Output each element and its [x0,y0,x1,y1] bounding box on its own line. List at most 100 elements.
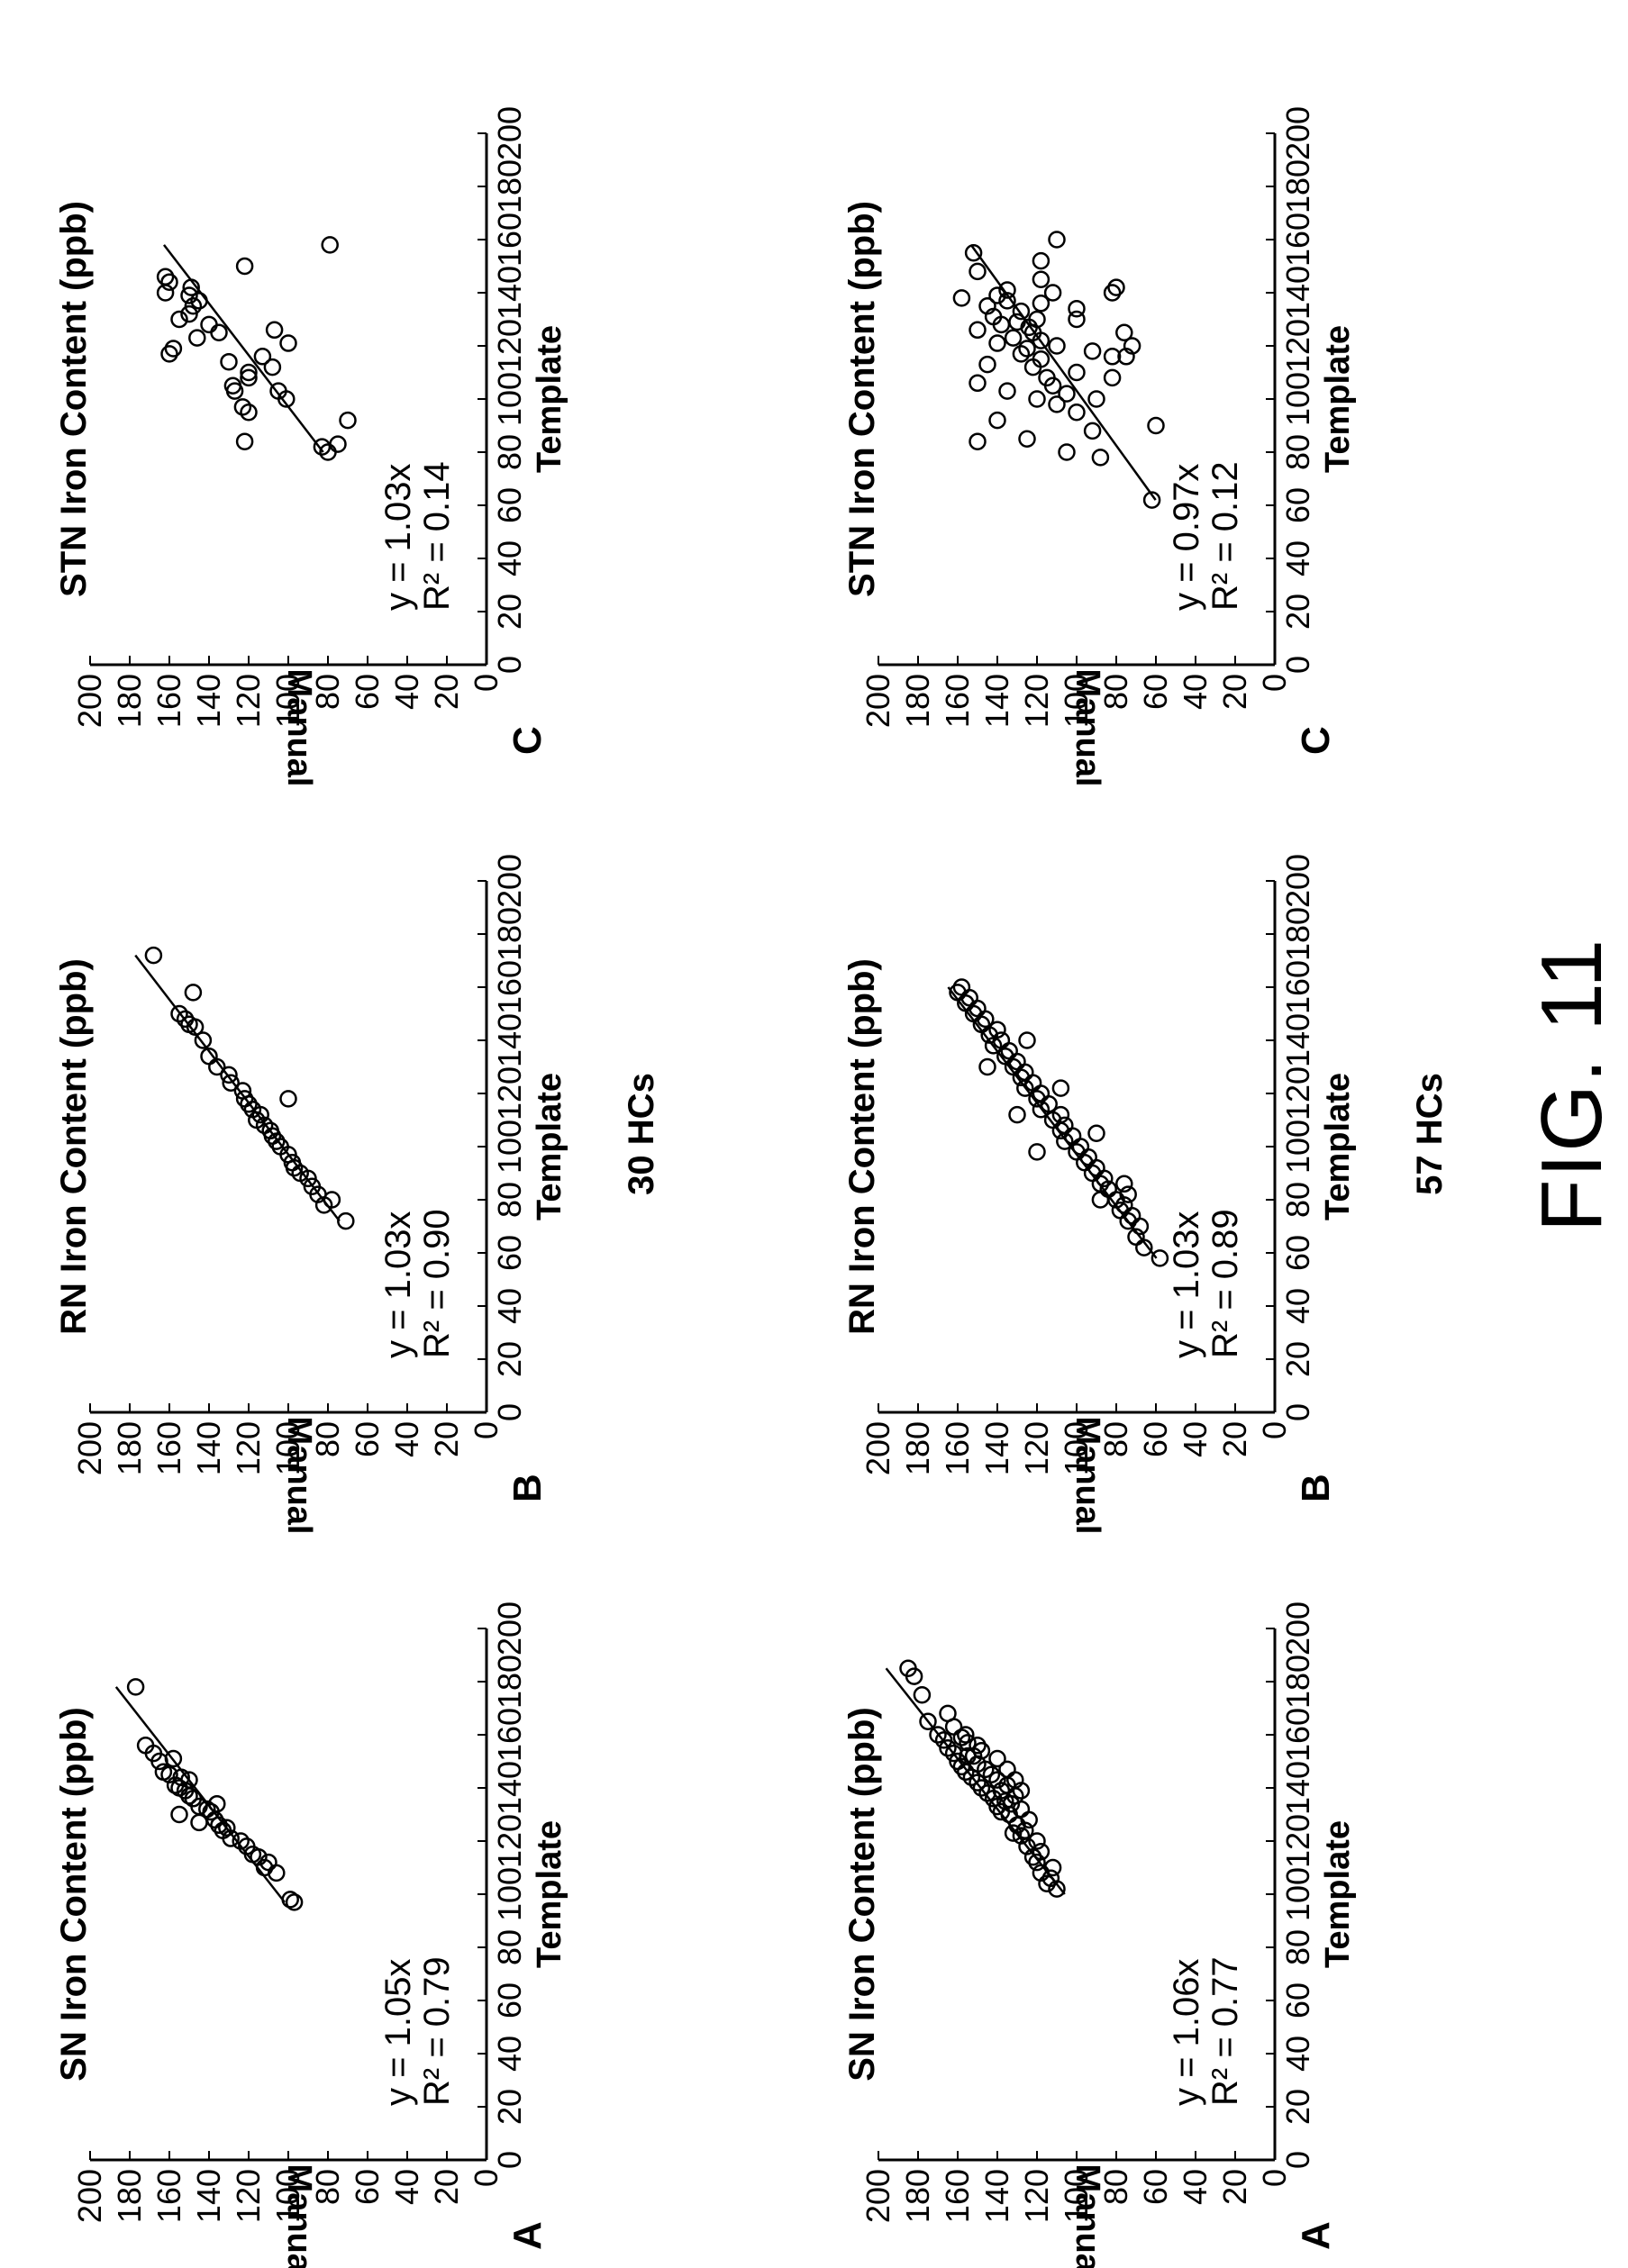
data-point [988,334,1006,352]
y-tick-label: 100 [269,2169,306,2223]
data-point [998,382,1016,400]
y-tick-label: 80 [1097,674,1134,710]
fit-equation: y = 0.97x [1167,464,1206,611]
x-tick-label: 80 [1279,1929,1316,1965]
x-tick-label: 60 [1279,1235,1316,1271]
data-point [1151,1249,1169,1267]
data-point [972,1779,991,1797]
y-tick-label: 80 [1097,2169,1134,2205]
data-point [949,984,967,1002]
data-point [194,1031,213,1049]
y-tick-label: 180 [899,1421,936,1475]
y-tick-label: 100 [1058,674,1095,728]
data-point [285,1893,304,1911]
fit-equation: y = 1.03x [378,1211,418,1358]
r-squared: R² = 0.14 [417,461,457,611]
data-point [1051,1079,1070,1097]
x-tick-label: 160 [491,1708,528,1762]
x-tick-label: 60 [491,487,528,523]
x-tick-label: 100 [1279,1120,1316,1174]
data-point [248,1111,266,1129]
x-tick-label: 140 [1279,1013,1316,1067]
x-tick-label: 80 [491,1929,528,1965]
y-tick-label: 40 [388,1421,425,1457]
data-point [154,1763,173,1782]
group-title-57hcs: 57 HCs [1410,1073,1450,1195]
panel-letter-57hcs-c: C [1294,726,1338,755]
data-point [913,1686,932,1704]
data-point [998,1760,1016,1779]
data-point [184,984,203,1002]
data-point [988,1021,1006,1039]
data-point [959,1734,977,1752]
y-tick-label: 180 [899,2169,936,2223]
x-tick-label: 0 [491,2151,528,2169]
scatter-panel-57hcs-b: RN Iron Content (ppb)0204060801001201401… [842,854,1357,1534]
fit-equation: y = 1.03x [378,464,418,611]
panel-letter-57hcs-a: A [1294,2221,1338,2250]
y-tick-label: 200 [859,1421,896,1475]
y-tick-label: 120 [230,674,267,728]
data-point [969,1737,987,1755]
data-point [1012,1827,1031,1845]
y-tick-label: 160 [150,1421,187,1475]
y-axis-title: Manual [280,2164,318,2268]
x-tick-label: 40 [1279,1288,1316,1324]
y-tick-label: 120 [230,2169,267,2223]
x-tick-label: 140 [491,1013,528,1067]
scatter-panel-57hcs-a: SN Iron Content (ppb)0204060801001201401… [842,1601,1357,2268]
y-tick-label: 100 [1058,2169,1095,2223]
x-tick-label: 140 [1279,1761,1316,1815]
y-tick-label: 60 [1137,1421,1174,1457]
panel-letter-30hcs-a: A [505,2221,550,2250]
data-point [136,1737,155,1755]
panel-title-30hcs-a: SN Iron Content (ppb) [54,1707,94,2081]
y-tick-label: 0 [1256,2169,1293,2187]
y-tick-label: 20 [1216,2169,1253,2205]
x-axis-title: Template [1319,1073,1357,1220]
data-point [1048,395,1066,413]
x-axis-title: Template [531,1073,568,1220]
data-point [200,315,218,334]
fit-equation: y = 1.05x [378,1959,418,2106]
data-point [269,382,287,400]
data-point [164,340,183,358]
data-point [1018,1031,1036,1049]
x-tick-label: 200 [491,1601,528,1656]
y-tick-label: 80 [309,674,346,710]
data-point [170,1805,188,1824]
y-tick-label: 160 [939,1421,976,1475]
data-point [957,1726,975,1744]
x-tick-label: 80 [491,434,528,470]
panel-title-57hcs-b: RN Iron Content (ppb) [842,958,882,1335]
y-tick-label: 40 [1177,1421,1214,1457]
x-tick-label: 160 [1279,960,1316,1014]
data-point [1006,1771,1024,1789]
y-tick-label: 60 [1137,674,1174,710]
data-point [198,1800,216,1819]
data-point [233,1082,252,1100]
x-tick-label: 180 [1279,1655,1316,1709]
y-tick-label: 160 [939,674,976,728]
data-point [998,292,1016,310]
x-tick-label: 60 [491,1235,528,1271]
data-point [235,432,254,450]
data-point [1083,422,1102,440]
x-tick-label: 40 [491,2036,528,2072]
y-tick-label: 180 [111,1421,148,1475]
data-point [982,1765,1001,1783]
y-tick-label: 120 [1018,674,1055,728]
data-point [992,1782,1011,1800]
data-point [1127,1228,1145,1247]
data-point [1051,1105,1070,1124]
y-axis-title: Manual [1069,2164,1106,2268]
x-tick-label: 40 [491,540,528,576]
data-point [190,1813,208,1832]
x-tick-label: 200 [491,854,528,908]
data-point [1091,1191,1110,1209]
y-tick-label: 0 [1256,1421,1293,1439]
data-point [225,382,244,400]
x-tick-label: 180 [1279,907,1316,961]
y-tick-label: 160 [939,2169,976,2223]
